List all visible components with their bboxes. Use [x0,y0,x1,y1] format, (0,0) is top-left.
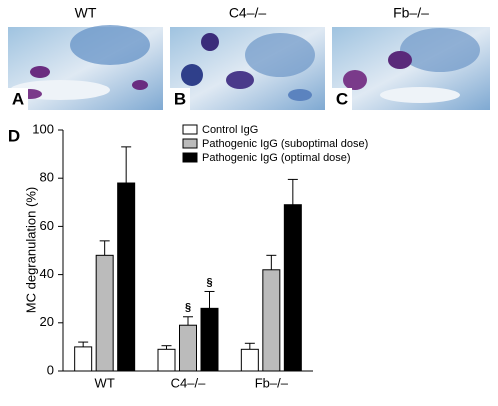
panel-label: D [8,126,20,145]
y-tick-label: 0 [47,362,54,377]
bar [262,269,281,372]
micrograph [8,25,163,110]
legend-label: Pathogenic IgG (suboptimal dose) [202,138,368,150]
y-axis-label: MC degranulation (%) [23,187,38,313]
panel-letter: A [12,89,24,108]
y-tick-label: 80 [40,170,54,185]
legend-swatch [182,138,198,149]
bar [117,182,136,372]
panel-title: C4–/– [229,5,267,21]
bar [74,346,93,372]
y-tick-label: 60 [40,218,54,233]
legend-label: Control IgG [202,124,258,136]
micrograph [170,27,325,110]
bar [283,204,302,372]
legend-swatch [182,124,198,135]
panel-title: Fb–/– [393,5,429,21]
label-box [170,88,190,110]
legend-label: Pathogenic IgG (optimal dose) [202,152,351,164]
label-box [332,88,352,110]
x-tick-label: WT [95,375,115,390]
legend-swatch [182,152,198,163]
y-tick-label: 40 [40,266,54,281]
y-tick-label: 20 [40,314,54,329]
panel-title: WT [75,5,97,21]
micrograph [332,27,490,110]
x-tick-label: C4–/– [171,375,206,390]
annotation: § [185,302,191,314]
label-box [8,88,28,110]
annotation: § [206,276,212,288]
x-tick-label: Fb–/– [255,375,289,390]
bar [95,254,114,372]
bar [240,348,259,372]
label-box [3,126,25,147]
panel-letter: B [174,89,186,108]
bar [157,348,176,372]
panel-letter: C [336,89,348,108]
bar [179,324,197,372]
y-tick-label: 100 [32,121,54,136]
bar [200,307,219,372]
